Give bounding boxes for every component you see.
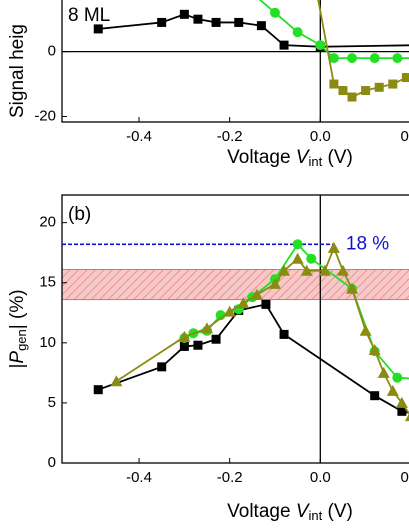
label-part: V	[296, 501, 311, 522]
marker	[250, 288, 263, 300]
x-tick-label: 0.2	[401, 128, 409, 145]
marker	[178, 330, 191, 342]
marker	[346, 282, 359, 294]
label-part: | (%)	[7, 289, 28, 329]
marker	[404, 413, 409, 422]
x-axis-label: Voltage Vint (V)	[227, 501, 353, 523]
marker	[374, 82, 384, 92]
marker	[93, 24, 103, 34]
marker	[234, 17, 244, 27]
label-part: (V)	[322, 147, 353, 168]
label-part: Voltage	[227, 501, 296, 522]
marker	[278, 264, 291, 276]
marker	[328, 53, 339, 64]
marker	[157, 362, 167, 372]
marker	[347, 53, 358, 64]
y-axis-label: |Pgen| (%)	[7, 289, 29, 368]
marker	[110, 375, 123, 387]
marker	[361, 86, 371, 96]
label-part: P	[7, 351, 28, 364]
y-tick-label: 0	[48, 43, 56, 60]
label-part: int	[309, 154, 323, 169]
marker	[388, 79, 398, 89]
label-part: gen	[14, 329, 29, 351]
marker	[193, 14, 203, 24]
label-part: int	[309, 508, 323, 523]
reference-label: 18 %	[346, 233, 389, 254]
x-tick-label: -0.2	[217, 128, 243, 145]
marker	[292, 239, 303, 250]
band	[61, 269, 409, 301]
marker	[211, 17, 221, 27]
marker	[392, 372, 403, 383]
y-axis-label: Signal heig	[7, 24, 28, 118]
marker	[223, 305, 236, 317]
series-line	[98, 13, 409, 48]
x-tick-label: 0.0	[310, 469, 331, 486]
marker	[306, 253, 317, 264]
marker	[359, 324, 372, 336]
marker	[327, 241, 340, 253]
y-tick-label: 20	[39, 214, 56, 231]
marker	[397, 406, 407, 416]
x-tick-label: -0.4	[126, 128, 152, 145]
y-tick-label: 10	[39, 334, 56, 351]
marker	[336, 264, 349, 276]
y-tick-label: -20	[34, 107, 56, 124]
marker	[201, 322, 214, 334]
label-part: Voltage	[227, 147, 296, 168]
marker	[179, 9, 189, 19]
label-part: V	[296, 147, 311, 168]
y-tick-label: 5	[48, 394, 56, 411]
marker	[211, 334, 221, 344]
marker	[392, 53, 403, 64]
marker	[369, 53, 380, 64]
marker	[193, 340, 203, 350]
marker	[291, 252, 304, 264]
marker	[292, 27, 303, 38]
marker	[395, 396, 408, 408]
marker	[386, 384, 399, 396]
series-line	[258, 0, 409, 60]
marker	[261, 299, 271, 309]
label-part: |	[7, 364, 28, 369]
plot-frame	[61, 0, 409, 123]
marker	[300, 264, 313, 276]
marker	[329, 79, 339, 89]
marker	[347, 92, 357, 102]
marker	[315, 40, 326, 51]
marker	[279, 40, 289, 50]
marker	[157, 17, 167, 27]
marker	[318, 264, 331, 276]
marker	[215, 310, 226, 321]
marker	[179, 341, 189, 351]
marker	[338, 86, 348, 96]
marker	[401, 73, 409, 83]
y-tick-label: 0	[48, 454, 56, 471]
marker	[237, 297, 250, 309]
marker	[368, 344, 381, 356]
marker	[268, 277, 281, 289]
x-tick-label: -0.4	[126, 469, 152, 486]
marker	[93, 385, 103, 395]
x-axis-label: Voltage Vint (V)	[227, 147, 353, 169]
x-tick-label: 0.0	[310, 128, 331, 145]
marker	[279, 329, 289, 339]
marker	[370, 391, 380, 401]
marker	[269, 7, 280, 18]
plot-frame	[61, 194, 409, 464]
x-tick-label: -0.2	[217, 469, 243, 486]
label-part: (V)	[322, 501, 353, 522]
marker	[377, 366, 390, 378]
annotation: (b)	[68, 204, 91, 225]
x-tick-label: 0.2	[401, 469, 409, 486]
y-tick-label: 15	[39, 274, 56, 291]
marker	[256, 21, 266, 31]
annotation: 8 ML	[68, 5, 110, 26]
